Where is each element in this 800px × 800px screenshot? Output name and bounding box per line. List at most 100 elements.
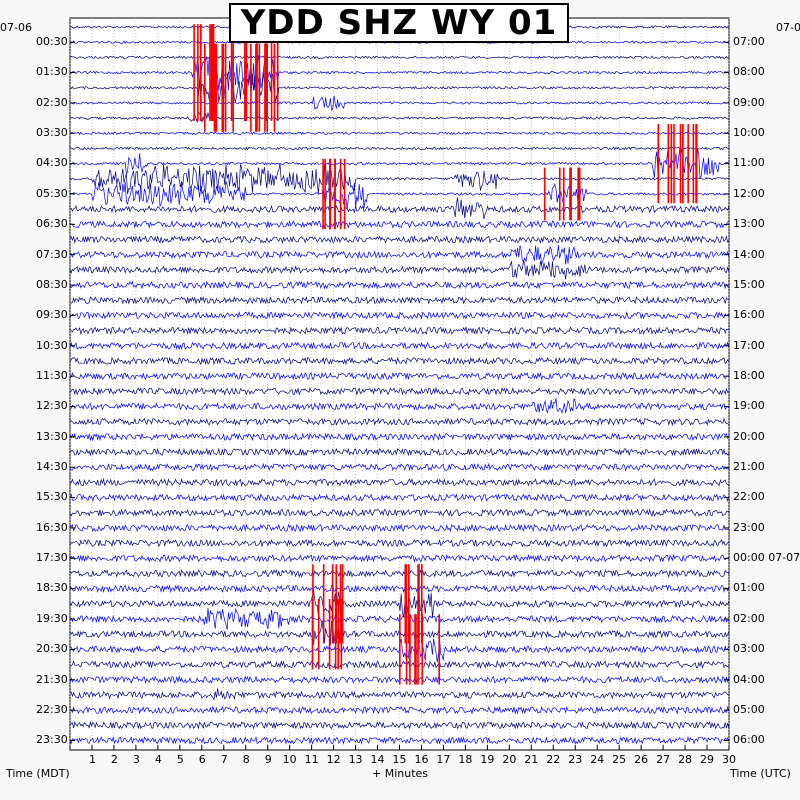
seismic-trace — [69, 55, 729, 60]
seismic-trace — [69, 736, 730, 745]
x-tick-label: 26 — [634, 753, 649, 766]
right-time-label: 20:00 — [733, 429, 765, 443]
seismic-trace — [69, 432, 730, 442]
left-time-label: 07:30 — [36, 247, 68, 261]
x-tick-label: 6 — [198, 753, 206, 766]
seismic-trace — [69, 219, 729, 229]
seismic-trace — [69, 131, 730, 136]
x-tick-label: 20 — [502, 753, 517, 766]
seismic-trace — [69, 584, 730, 594]
right-date-label: 07-0 — [776, 21, 800, 34]
left-time-label: 20:30 — [36, 642, 68, 656]
right-time-label: 09:00 — [733, 95, 765, 109]
x-tick-label: 19 — [480, 753, 495, 766]
right-axis-label: Time (UTC) — [730, 767, 791, 780]
right-time-label: 21:00 — [733, 460, 765, 474]
x-tick-label: 16 — [414, 753, 429, 766]
x-tick-label: 23 — [568, 753, 583, 766]
right-time-label: 02:00 — [733, 611, 765, 625]
right-time-label: 06:00 — [733, 733, 765, 747]
right-time-label: 07:00 — [733, 35, 765, 48]
seismic-trace — [69, 311, 730, 320]
left-time-label: 00:30 — [36, 35, 68, 48]
left-time-label: 03:30 — [36, 126, 68, 140]
seismic-trace — [69, 326, 729, 336]
seismic-trace — [69, 705, 730, 715]
clipped-segments — [193, 24, 698, 685]
x-tick-label: 10 — [282, 753, 297, 766]
left-time-label: 17:30 — [36, 551, 68, 565]
right-time-label: 12:00 — [733, 186, 765, 200]
left-date-label: 07-06 — [0, 21, 32, 34]
seismic-trace — [69, 95, 729, 112]
right-time-label: 14:00 — [733, 247, 765, 261]
x-axis-label: + Minutes — [372, 767, 429, 780]
seismic-trace — [69, 245, 730, 265]
seismic-trace — [69, 447, 730, 457]
x-tick-label: 12 — [326, 753, 341, 766]
left-time-label: 04:30 — [36, 156, 68, 170]
seismic-trace — [70, 197, 730, 220]
x-axis-ticks — [69, 745, 730, 750]
right-time-label: 01:00 — [733, 581, 765, 595]
left-time-label: 21:30 — [36, 672, 68, 686]
seismic-trace — [69, 462, 730, 472]
left-time-label: 19:30 — [36, 611, 68, 625]
left-time-label: 16:30 — [36, 520, 68, 534]
seismic-trace — [69, 417, 730, 427]
right-time-label: 15:00 — [733, 277, 765, 291]
x-tick-label: 25 — [612, 753, 627, 766]
x-tick-label: 4 — [154, 753, 162, 766]
left-time-label: 11:30 — [36, 368, 68, 382]
seismic-trace — [69, 508, 730, 518]
left-time-label: 02:30 — [36, 95, 68, 109]
right-time-label: 18:00 — [733, 368, 765, 382]
left-axis-label: Time (MDT) — [6, 767, 70, 780]
x-tick-label: 21 — [524, 753, 539, 766]
right-time-label: 16:00 — [733, 308, 765, 322]
grid-lines — [69, 18, 730, 750]
seismic-trace — [69, 163, 729, 195]
right-time-label: 08:00 — [733, 65, 765, 79]
seismic-trace — [69, 493, 730, 502]
left-time-label: 12:30 — [36, 399, 68, 413]
left-time-label: 18:30 — [36, 581, 68, 595]
x-tick-label: 9 — [264, 753, 272, 766]
x-tick-label: 2 — [110, 753, 118, 766]
seismic-trace — [69, 235, 730, 245]
x-tick-label: 13 — [348, 753, 363, 766]
seismic-trace — [69, 569, 730, 578]
left-time-label: 22:30 — [36, 702, 68, 716]
right-time-label: 05:00 — [733, 702, 765, 716]
seismic-trace — [69, 295, 729, 305]
seismic-trace — [69, 589, 730, 619]
x-tick-label: 29 — [700, 753, 715, 766]
seismic-trace — [69, 356, 730, 366]
right-time-label: 22:00 — [733, 490, 765, 504]
x-tick-label: 18 — [458, 753, 473, 766]
x-tick-label: 14 — [370, 753, 385, 766]
right-time-label: 03:00 — [733, 642, 765, 656]
x-tick-label: 24 — [590, 753, 605, 766]
left-time-label: 14:30 — [36, 460, 68, 474]
left-time-label: 01:30 — [36, 65, 68, 79]
left-time-label: 08:30 — [36, 277, 68, 291]
seismic-trace — [69, 280, 730, 290]
left-time-label: 13:30 — [36, 429, 68, 443]
seismic-trace — [69, 398, 730, 414]
left-time-label: 23:30 — [36, 733, 68, 747]
x-tick-label: 8 — [242, 753, 250, 766]
seismic-trace — [69, 688, 729, 701]
seismic-trace — [69, 477, 730, 487]
seismic-trace — [69, 341, 730, 351]
seismic-trace — [69, 71, 729, 103]
x-tick-label: 30 — [722, 753, 736, 766]
x-tick-label: 28 — [678, 753, 693, 766]
right-time-label: 13:00 — [733, 217, 765, 231]
right-time-label: 23:00 — [733, 520, 765, 534]
x-tick-label: 7 — [220, 753, 228, 766]
seismic-trace — [69, 260, 730, 280]
right-time-label: 10:00 — [733, 126, 765, 140]
x-tick-label: 11 — [304, 753, 319, 766]
